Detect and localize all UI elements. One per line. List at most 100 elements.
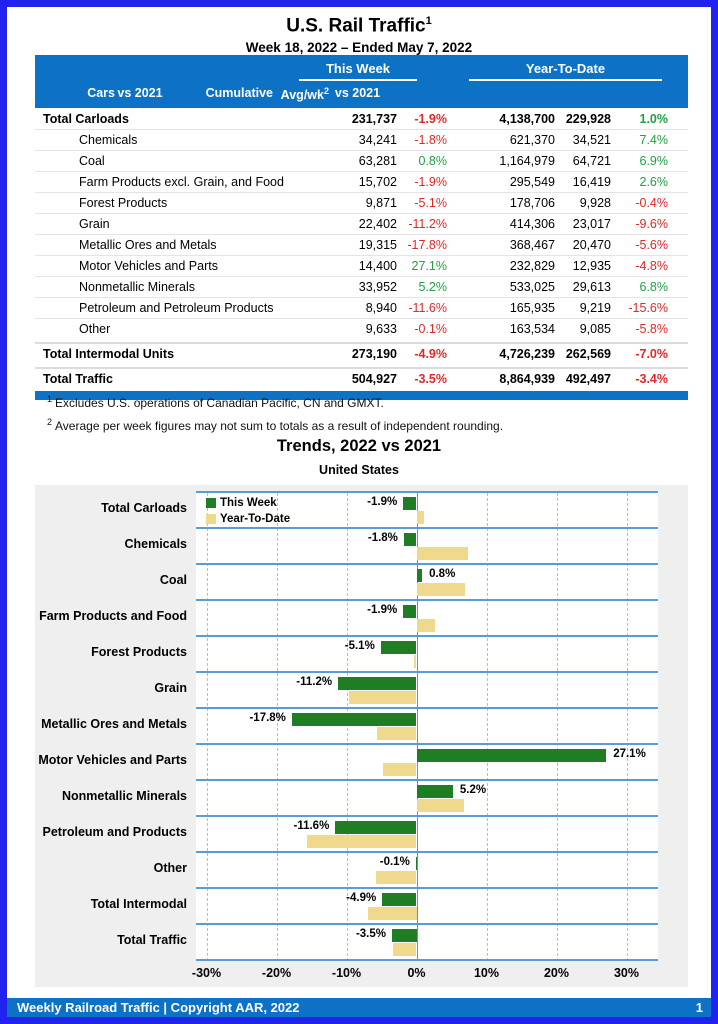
- avg-wk-value: 16,419: [572, 175, 611, 190]
- category-band: -5.1%: [196, 637, 658, 673]
- cars-value: 231,737: [351, 111, 397, 126]
- cars-value: 63,281: [358, 154, 397, 169]
- this-week-bar: [392, 929, 417, 942]
- row-label: Metallic Ores and Metals: [79, 238, 217, 253]
- cars-value: 15,702: [358, 175, 397, 190]
- vs-2021-week-value: -3.5%: [414, 372, 447, 387]
- table-group-header-row: This Week Year-To-Date: [35, 61, 688, 81]
- category-band: -0.1%: [196, 853, 658, 889]
- cumulative-value: 414,306: [509, 217, 555, 232]
- table-row: Coal 63,281 0.8% 1,164,979 64,721 6.9%: [35, 150, 688, 172]
- category-label: Metallic Ores and Metals: [41, 717, 187, 732]
- row-label: Coal: [79, 154, 105, 169]
- x-tick-label: -20%: [261, 966, 292, 980]
- bar-value-label: -4.9%: [346, 892, 377, 904]
- footnote-marker: 1: [47, 394, 53, 404]
- vs-2021-ytd-value: -5.8%: [635, 322, 668, 337]
- bar-value-label: -11.6%: [293, 820, 330, 832]
- cumulative-value: 163,534: [509, 322, 555, 337]
- cumulative-value: 621,370: [509, 133, 555, 148]
- row-label: Total Traffic: [43, 372, 113, 387]
- cars-value: 34,241: [358, 133, 397, 148]
- cumulative-value: 232,829: [509, 259, 555, 274]
- vs-2021-week-value: 0.8%: [418, 154, 448, 169]
- x-tick-label: 20%: [543, 966, 570, 980]
- year-to-date-bar: [307, 834, 417, 848]
- chart-body: Total Carloads Chemicals Coal Farm Products…: [35, 485, 688, 961]
- table-bottom-rule: [35, 391, 688, 401]
- footnote-marker: 2: [47, 417, 53, 427]
- table-row: Petroleum and Petroleum Products 8,940 -11…: [35, 297, 688, 319]
- cumulative-value: 165,935: [509, 301, 555, 316]
- avg-wk-value: 29,613: [572, 280, 611, 295]
- category-label: Nonmetallic Minerals: [61, 789, 187, 804]
- chart-title: Trends, 2022 vs 2021: [276, 437, 442, 455]
- trends-bar-chart: Total Carloads Chemicals Coal Farm Products…: [35, 485, 688, 987]
- category-band: 5.2%: [196, 781, 658, 817]
- this-week-bar: [403, 605, 417, 618]
- category-band: -1.9%: [196, 601, 658, 637]
- column-header-vs-2021-week: vs 2021: [117, 86, 163, 100]
- bar-value-label: -1.8%: [367, 532, 398, 544]
- avg-wk-value: 229,928: [565, 111, 611, 126]
- row-label: Other: [79, 322, 111, 337]
- table-row: Grain 22,402 -11.2% 414,306 23,017 -9.6%: [35, 213, 688, 235]
- vs-2021-ytd-value: 2.6%: [639, 175, 669, 190]
- year-to-date-swatch: [206, 514, 216, 524]
- x-axis: -30% -20% -10% 0% 10% 20% 30%: [192, 961, 658, 985]
- gridline: [556, 493, 558, 961]
- footer-bar: Weekly Railroad Traffic | Copyright AAR,…: [7, 998, 711, 1017]
- column-header-avg-wk: Avg/wk2: [273, 86, 329, 102]
- avg-wk-value: 34,521: [572, 133, 611, 148]
- category-label: Forest Products: [91, 645, 187, 660]
- this-week-bar: [416, 749, 607, 762]
- vs-2021-week-value: -11.2%: [408, 217, 447, 232]
- bar-value-label: 0.8%: [429, 568, 456, 580]
- chart-legend: This Week Year-To-Date: [206, 495, 290, 527]
- vs-2021-week-value: 5.2%: [418, 280, 448, 295]
- avg-wk-value: 262,569: [565, 347, 611, 362]
- bar-value-label: -1.9%: [367, 496, 398, 508]
- category-band: -1.8%: [196, 529, 658, 565]
- x-tick-label: -10%: [331, 966, 362, 980]
- x-tick-label: 10%: [473, 966, 500, 980]
- avg-wk-value: 492,497: [565, 372, 611, 387]
- title-footnote-marker: 1: [425, 15, 432, 27]
- row-label: Forest Products: [79, 196, 168, 211]
- category-label: Other: [153, 861, 187, 876]
- vs-2021-week-value: -4.9%: [414, 347, 447, 362]
- legend-item: Year-To-Date: [206, 511, 290, 527]
- vs-2021-ytd-value: -9.6%: [635, 217, 668, 232]
- bar-value-label: 5.2%: [459, 784, 487, 796]
- x-tick-label: -30%: [191, 966, 222, 980]
- cars-value: 9,633: [365, 322, 397, 337]
- category-label: Petroleum and Products: [42, 825, 187, 840]
- this-week-bar: [416, 569, 423, 582]
- cumulative-value: 533,025: [509, 280, 555, 295]
- footer-text: Weekly Railroad Traffic | Copyright AAR,…: [17, 1000, 300, 1015]
- column-header-cumulative: Cumulative: [205, 86, 273, 100]
- this-week-bar: [382, 893, 417, 906]
- this-week-bar: [380, 641, 417, 654]
- this-week-swatch: [206, 498, 216, 508]
- gridline: [276, 493, 278, 961]
- table-row: Farm Products excl. Grain, and Food 15,70…: [35, 171, 688, 193]
- year-to-date-bar: [413, 654, 417, 668]
- cumulative-value: 178,706: [509, 196, 555, 211]
- row-label: Grain: [79, 217, 110, 232]
- category-band: 0.8%: [196, 565, 658, 601]
- gridline: [626, 493, 628, 961]
- cumulative-value: 368,467: [509, 238, 555, 253]
- this-week-bar: [335, 821, 417, 834]
- plot-area: -1.9% This Week Year-To-Date -1.8% 0.8% -1.9%…: [196, 491, 658, 961]
- table-row: Total Carloads 231,737 -1.9% 4,138,700 229,9…: [35, 108, 688, 130]
- legend-label: Year-To-Date: [220, 513, 291, 525]
- vs-2021-week-value: -1.9%: [414, 111, 447, 126]
- row-label: Motor Vehicles and Parts: [79, 259, 218, 274]
- table-row: Total Intermodal Units 273,190 -4.9% 4,726,…: [35, 342, 688, 365]
- vs-2021-ytd-value: -3.4%: [635, 372, 668, 387]
- vs-2021-week-value: -17.8%: [407, 238, 447, 253]
- category-band: 27.1%: [196, 745, 658, 781]
- page-title: U.S. Rail Traffic1: [7, 15, 711, 37]
- footnote: 1 Excludes U.S. operations of Canadian Pa…: [47, 394, 384, 410]
